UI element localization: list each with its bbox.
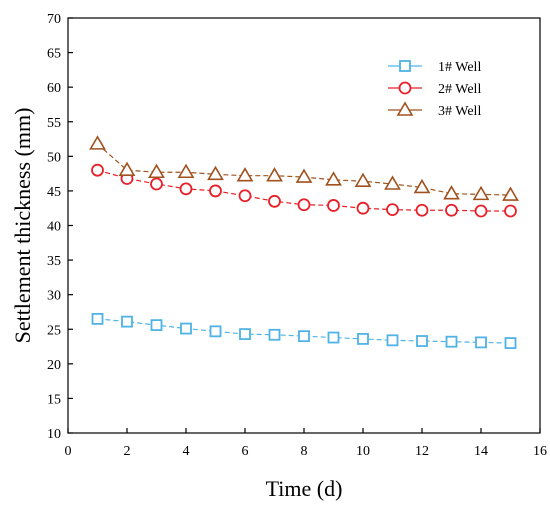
data-point <box>384 175 401 190</box>
data-point <box>298 330 310 343</box>
data-point <box>386 334 399 347</box>
series-2 <box>91 163 517 218</box>
legend: 1# Well 2# Well 3# Well <box>388 60 481 119</box>
legend-item-2: 2# Well <box>388 81 481 97</box>
data-point <box>91 312 104 325</box>
axes: 0 2 4 6 8 10 12 14 16 10 15 20 25 30 35 40 45 50 55 60 65 70 <box>47 12 547 459</box>
data-point <box>180 322 192 335</box>
legend-label: 2# Well <box>438 82 481 97</box>
plot-frame <box>67 17 541 434</box>
data-point <box>177 163 195 179</box>
x-tick-label: 8 <box>301 444 308 459</box>
data-point <box>209 325 222 338</box>
data-point <box>91 163 104 177</box>
data-point <box>445 203 458 217</box>
data-point <box>209 184 222 198</box>
legend-label: 1# Well <box>438 60 481 75</box>
data-point <box>238 189 252 203</box>
data-point <box>356 201 370 215</box>
data-point <box>236 167 254 182</box>
data-point <box>354 172 372 188</box>
legend-label: 3# Well <box>438 104 481 119</box>
series-1 <box>91 312 517 349</box>
plot-border <box>67 17 541 434</box>
data-point <box>268 328 281 341</box>
x-tick-label: 0 <box>65 444 72 459</box>
y-tick-label: 50 <box>47 150 61 165</box>
y-tick-label: 15 <box>47 392 61 407</box>
data-point <box>121 315 133 328</box>
data-point <box>327 199 340 212</box>
data-point <box>150 177 163 191</box>
data-point <box>502 186 519 201</box>
y-tick-label: 60 <box>47 81 61 96</box>
x-tick-label: 2 <box>124 444 131 459</box>
legend-item-1: 1# Well <box>388 60 481 75</box>
data-point <box>150 319 163 332</box>
y-tick-label: 10 <box>47 427 61 442</box>
series-3 <box>89 135 519 201</box>
data-point <box>443 185 460 200</box>
data-point <box>504 337 517 349</box>
x-tick-label: 10 <box>356 444 370 459</box>
data-point <box>118 161 136 176</box>
x-tick-label: 12 <box>415 444 429 459</box>
data-point <box>504 204 517 218</box>
y-tick-label: 45 <box>47 185 61 200</box>
data-point <box>297 198 311 212</box>
data-point <box>266 167 283 182</box>
data-point <box>295 168 313 183</box>
data-point <box>357 333 369 345</box>
data-point <box>207 165 224 181</box>
y-tick-label: 70 <box>47 12 61 27</box>
y-tick-label: 40 <box>47 220 61 235</box>
y-tick-label: 20 <box>47 358 61 373</box>
y-tick-label: 35 <box>47 254 61 269</box>
data-point <box>413 178 431 194</box>
legend-marker <box>396 101 414 116</box>
data-point <box>416 335 428 347</box>
data-point <box>415 203 429 217</box>
data-point <box>445 335 458 348</box>
x-tick-label: 16 <box>533 444 547 459</box>
y-tick-label: 30 <box>47 289 61 304</box>
data-point <box>179 182 193 196</box>
data-point <box>268 194 281 208</box>
data-point <box>472 185 490 201</box>
legend-marker <box>399 60 411 72</box>
x-tick-label: 4 <box>183 444 190 459</box>
data-point <box>327 331 340 344</box>
data-point <box>386 203 399 216</box>
y-tick-label: 25 <box>47 323 61 338</box>
legend-marker <box>398 81 412 95</box>
data-point <box>474 204 488 218</box>
data-point <box>89 135 106 150</box>
x-tick-label: 14 <box>474 444 488 459</box>
legend-item-3: 3# Well <box>388 101 481 119</box>
x-tick-label: 6 <box>242 444 249 459</box>
y-tick-label: 55 <box>47 116 61 131</box>
data-point <box>239 328 251 340</box>
y-axis-title: Settlement thickness (mm) <box>10 108 35 344</box>
x-axis-title: Time (d) <box>266 476 343 501</box>
data-point <box>475 336 487 349</box>
series-line <box>97 318 511 344</box>
data-point <box>148 163 165 179</box>
data-point <box>325 171 342 186</box>
y-tick-label: 65 <box>47 47 61 62</box>
series-layer <box>89 135 519 349</box>
